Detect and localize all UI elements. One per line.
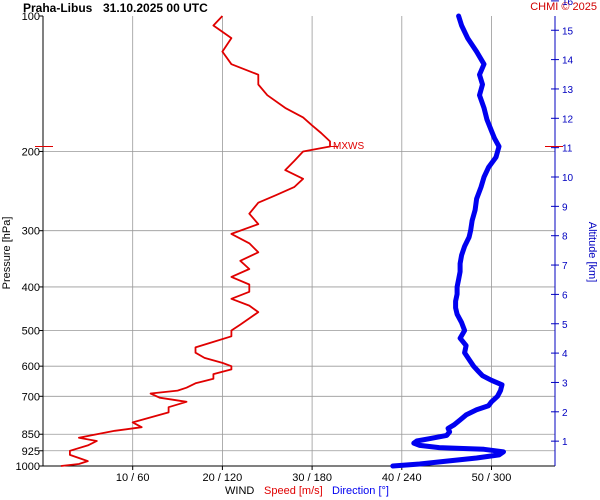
y-axis-right-title: Altitude [km] [586,222,598,283]
altitude-tick-label: 13 [562,85,574,96]
altitude-tick-label: 14 [562,56,574,67]
pressure-tick-label: 850 [22,429,40,441]
pressure-tick-label: 100 [22,11,40,23]
pressure-tick-label: 200 [22,146,40,158]
x-axis-title-speed: Speed [m/s] [264,485,323,497]
speed-series-line [60,15,331,467]
direction-series-line [390,13,506,469]
wind-tick-label: 30 / 180 [292,472,332,484]
chart-title-station: Praha-Libus [23,1,93,15]
mxws-label: MXWS [333,141,364,152]
wind-tick-label: 40 / 240 [382,472,422,484]
altitude-tick-label: 6 [562,290,568,301]
wind-tick-label: 20 / 120 [203,472,243,484]
x-axis-title-wind: WIND [225,485,254,497]
altitude-tick-label: 16 [562,0,574,8]
altitude-tick-label: 9 [562,202,568,213]
wind-tick-label: 10 / 60 [116,472,150,484]
pressure-tick-label: 700 [22,391,40,403]
pressure-tick-label: 600 [22,361,40,373]
series-layer [60,13,506,469]
altitude-tick-label: 5 [562,320,568,331]
altitude-tick-label: 15 [562,26,574,37]
credit-label: CHMI © 2025 [530,1,597,13]
altitude-tick-label: 8 [562,232,568,243]
altitude-tick-label: 12 [562,114,574,125]
wind-tick-label: 50 / 300 [472,472,512,484]
grid-layer [43,16,555,466]
labels-layer: Pressure [hPa] Altitude [km] WIND Speed … [1,141,598,497]
y-axis-left-title: Pressure [hPa] [1,217,13,290]
x-axis-title-direction: Direction [°] [332,485,389,497]
altitude-tick-label: 11 [562,144,573,155]
altitude-tick-label: 4 [562,349,568,360]
altitude-tick-label: 7 [562,261,568,272]
pressure-tick-label: 925 [22,446,40,458]
pressure-tick-label: 400 [22,282,40,294]
pressure-tick-label: 300 [22,226,40,238]
altitude-tick-label: 10 [562,173,574,184]
pressure-tick-label: 1000 [16,461,40,473]
altitude-tick-label: 3 [562,378,568,389]
altitude-tick-label: 2 [562,408,568,419]
altitude-tick-label: 1 [562,437,568,448]
pressure-tick-label: 500 [22,326,40,338]
chart-title-datetime: 31.10.2025 00 UTC [103,1,208,15]
